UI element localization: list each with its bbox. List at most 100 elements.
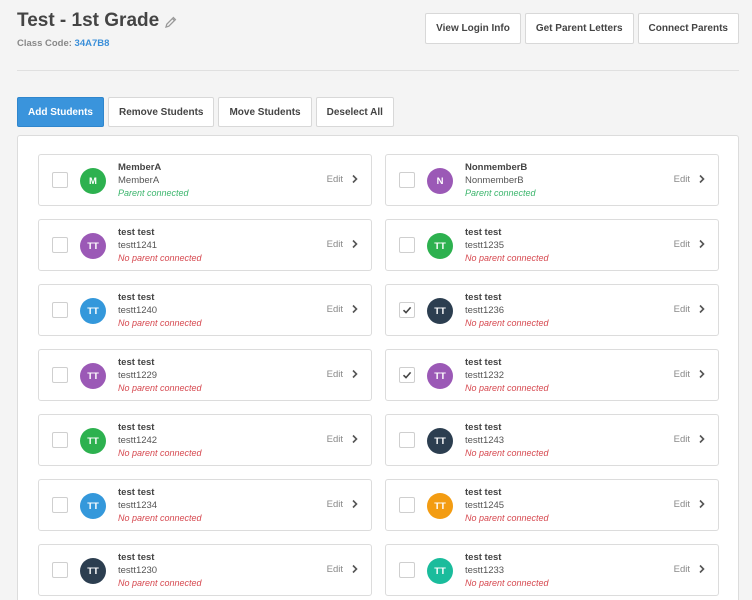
page-title: Test - 1st Grade [17,10,160,31]
student-checkbox[interactable] [52,432,68,448]
chevron-right-icon[interactable] [698,172,706,186]
chevron-right-icon[interactable] [351,302,359,316]
student-username: testt1240 [118,304,158,316]
add-students-button[interactable]: Add Students [17,97,104,127]
pencil-icon[interactable] [165,15,177,28]
student-info: test test testt1242 No parent connected [118,422,202,460]
edit-link[interactable]: Edit [673,499,690,510]
edit-link[interactable]: Edit [326,564,343,575]
get-parent-letters-button[interactable]: Get Parent Letters [524,13,634,44]
avatar: TT [80,363,106,389]
connect-parents-button[interactable]: Connect Parents [637,13,739,44]
student-username: testt1241 [118,239,158,251]
parent-status: No parent connected [118,318,202,328]
student-card[interactable]: TT test test testt1233 No parent connect… [385,544,719,596]
chevron-right-icon[interactable] [698,302,706,316]
student-card[interactable]: TT test test testt1232 No parent connect… [385,349,719,401]
edit-link[interactable]: Edit [326,434,343,445]
edit-link[interactable]: Edit [673,369,690,380]
chevron-right-icon[interactable] [351,172,359,186]
chevron-right-icon[interactable] [351,367,359,381]
edit-link[interactable]: Edit [673,174,690,185]
edit-link[interactable]: Edit [326,174,343,185]
student-checkbox[interactable] [52,172,68,188]
chevron-right-icon[interactable] [698,432,706,446]
view-login-info-button[interactable]: View Login Info [425,13,521,44]
edit-link[interactable]: Edit [673,304,690,315]
edit-link[interactable]: Edit [326,369,343,380]
avatar-initials: TT [87,240,99,252]
student-checkbox[interactable] [52,237,68,253]
student-name: test test [465,552,502,563]
chevron-right-icon[interactable] [351,562,359,576]
student-info: test test testt1230 No parent connected [118,552,202,590]
parent-status: No parent connected [465,253,549,263]
student-card[interactable]: TT test test testt1243 No parent connect… [385,414,719,466]
student-checkbox[interactable] [52,497,68,513]
edit-link[interactable]: Edit [326,499,343,510]
student-checkbox[interactable] [399,237,415,253]
avatar-initials: N [436,175,444,187]
student-name: MemberA [118,162,162,173]
deselect-all-button[interactable]: Deselect All [315,97,394,127]
student-actions: Add Students Remove Students Move Studen… [17,97,394,127]
student-name: NonmemberB [465,162,528,173]
avatar-initials: TT [434,240,446,252]
chevron-right-icon[interactable] [351,497,359,511]
student-username: NonmemberB [465,174,524,186]
parent-status: No parent connected [465,318,549,328]
chevron-right-icon[interactable] [698,562,706,576]
chevron-right-icon[interactable] [698,367,706,381]
student-card[interactable]: N NonmemberB NonmemberB Parent connected… [385,154,719,206]
student-card[interactable]: TT test test testt1245 No parent connect… [385,479,719,531]
student-checkbox[interactable] [399,497,415,513]
student-card[interactable]: TT test test testt1230 No parent connect… [38,544,372,596]
student-checkbox[interactable] [52,367,68,383]
student-card[interactable]: TT test test testt1229 No parent connect… [38,349,372,401]
student-card[interactable]: TT test test testt1235 No parent connect… [385,219,719,271]
remove-students-button[interactable]: Remove Students [108,97,215,127]
student-username: testt1236 [465,304,505,316]
student-checkbox[interactable] [52,302,68,318]
avatar-initials: TT [87,305,99,317]
student-card[interactable]: TT test test testt1241 No parent connect… [38,219,372,271]
student-info: test test testt1234 No parent connected [118,487,202,525]
avatar-initials: TT [434,435,446,447]
top-toolbar: View Login Info Get Parent Letters Conne… [425,13,739,44]
edit-link[interactable]: Edit [673,239,690,250]
student-checkbox[interactable] [399,562,415,578]
avatar-initials: TT [434,500,446,512]
chevron-right-icon[interactable] [351,432,359,446]
edit-link[interactable]: Edit [673,564,690,575]
parent-status: No parent connected [465,513,549,523]
avatar-initials: TT [87,565,99,577]
avatar-initials: TT [87,370,99,382]
student-info: test test testt1229 No parent connected [118,357,202,395]
student-card[interactable]: M MemberA MemberA Parent connected Edit [38,154,372,206]
avatar-initials: TT [434,305,446,317]
move-students-button[interactable]: Move Students [218,97,312,127]
avatar-initials: M [89,175,97,187]
chevron-right-icon[interactable] [351,237,359,251]
class-code-value[interactable]: 34A7B8 [74,38,110,49]
student-card[interactable]: TT test test testt1240 No parent connect… [38,284,372,336]
title-row: Test - 1st Grade [17,10,177,32]
student-checkbox[interactable] [52,562,68,578]
chevron-right-icon[interactable] [698,497,706,511]
avatar: TT [427,363,453,389]
student-checkbox[interactable] [399,367,415,383]
student-info: MemberA MemberA Parent connected [118,162,189,200]
student-card[interactable]: TT test test testt1236 No parent connect… [385,284,719,336]
student-checkbox[interactable] [399,172,415,188]
student-checkbox[interactable] [399,432,415,448]
avatar: TT [427,298,453,324]
student-checkbox[interactable] [399,302,415,318]
edit-link[interactable]: Edit [326,239,343,250]
student-card[interactable]: TT test test testt1242 No parent connect… [38,414,372,466]
edit-link[interactable]: Edit [326,304,343,315]
edit-link[interactable]: Edit [673,434,690,445]
student-card[interactable]: TT test test testt1234 No parent connect… [38,479,372,531]
chevron-right-icon[interactable] [698,237,706,251]
avatar: TT [427,428,453,454]
student-username: testt1229 [118,369,158,381]
